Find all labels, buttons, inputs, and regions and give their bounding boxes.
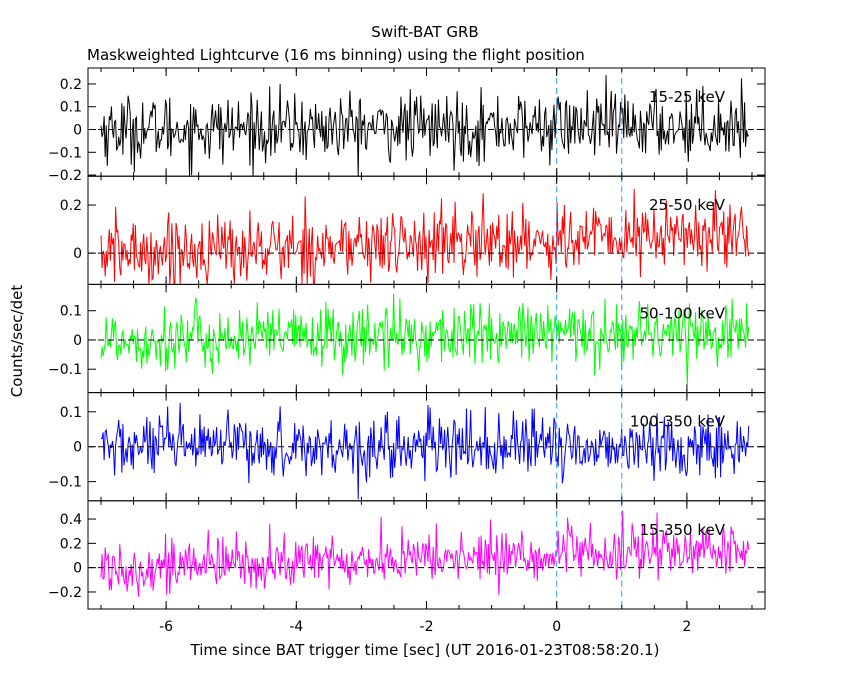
y-tick-label: −0.1 (48, 475, 82, 491)
y-tick-label: 0.1 (60, 405, 82, 421)
y-tick-label: 0 (73, 440, 82, 456)
x-tick-label: 2 (682, 619, 691, 635)
x-tick-label: 0 (552, 619, 561, 635)
x-axis-label: Time since BAT trigger time [sec] (UT 20… (190, 641, 660, 659)
series-label: 15-25 keV (649, 88, 726, 106)
y-tick-label: 0 (73, 333, 82, 349)
y-tick-label: −0.1 (48, 362, 82, 378)
y-tick-label: −0.2 (48, 168, 82, 184)
x-tick-label: -6 (159, 619, 173, 635)
y-tick-label: −0.1 (48, 145, 82, 161)
chart-title: Swift-BAT GRB (371, 23, 478, 41)
y-tick-label: 0.1 (60, 304, 82, 320)
y-tick-label: 0.1 (60, 100, 82, 116)
y-tick-label: 0.2 (60, 77, 82, 93)
series-line (100, 402, 750, 500)
chart-subtitle: Maskweighted Lightcurve (16 ms binning) … (87, 46, 585, 64)
series-label: 50-100 keV (639, 304, 725, 322)
y-tick-label: 0 (73, 561, 82, 577)
y-tick-label: 0.4 (60, 512, 82, 528)
series-line (100, 510, 750, 597)
y-axis-label: Counts/sec/det (8, 285, 26, 398)
x-tick-label: -4 (289, 619, 303, 635)
series-line (100, 75, 750, 177)
series-line (100, 188, 750, 285)
y-tick-label: 0.2 (60, 198, 82, 214)
panels: 0.2 0.1 0 −0.1 −0.2 15-25 keV 0.2 0 25-50 keV 0.1… (48, 67, 766, 635)
y-tick-label: 0 (73, 246, 82, 262)
series-label: 15-350 keV (639, 521, 725, 539)
series-line (100, 293, 750, 386)
y-tick-label: 0 (73, 123, 82, 139)
series-label: 25-50 keV (649, 196, 726, 214)
y-tick-label: 0.2 (60, 536, 82, 552)
y-tick-label: −0.2 (48, 585, 82, 601)
series-label: 100-350 keV (630, 413, 726, 431)
x-tick-label: -2 (420, 619, 434, 635)
